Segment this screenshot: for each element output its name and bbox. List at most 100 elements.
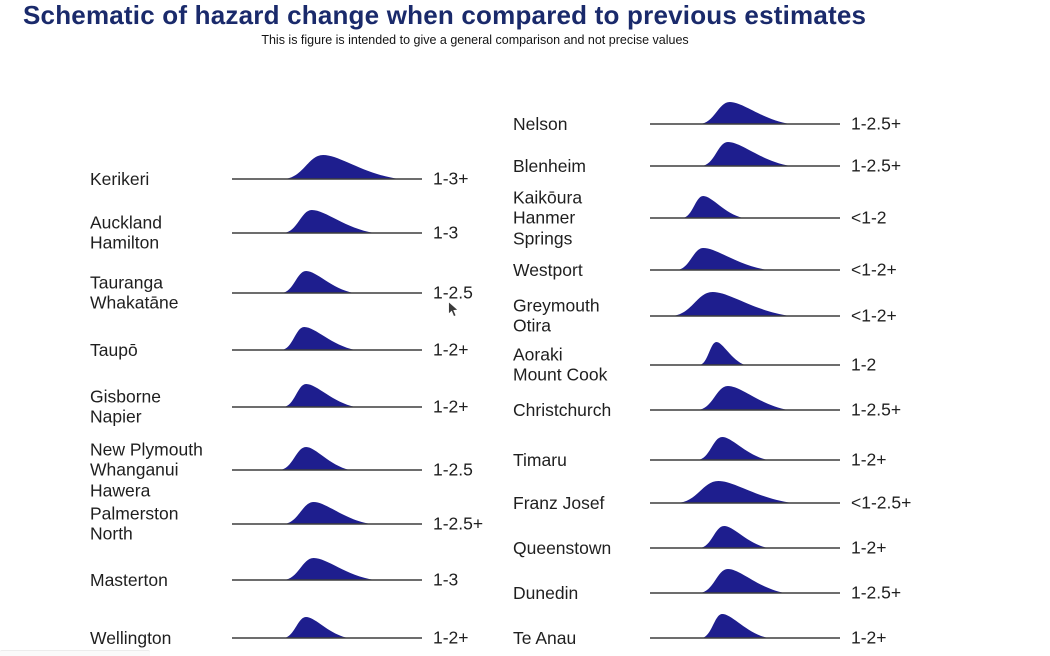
location-label-line: Kaikōura (513, 187, 583, 208)
location-label-line: Franz Josef (513, 492, 605, 513)
range-label: 1-2+ (433, 396, 469, 417)
location-label-line: New Plymouth (90, 439, 203, 460)
location-label: Blenheim (513, 156, 586, 176)
curve-fill (699, 102, 791, 124)
range-label: 1-3+ (433, 168, 469, 189)
curve-fill (283, 502, 371, 524)
hazard-distribution-curve (232, 617, 422, 639)
range-label: 1-3 (433, 569, 459, 590)
range-label: 1-2.5+ (851, 113, 902, 134)
location-label: Westport (513, 260, 583, 280)
range-label: 1-2+ (851, 449, 887, 470)
location-label-line: Palmerston (90, 503, 179, 524)
location-label: New Plymouth Whanganui Hawera (90, 439, 203, 500)
location-label-line: Christchurch (513, 399, 612, 420)
hazard-distribution-curve (650, 614, 840, 639)
range-label: <1-2+ (851, 305, 897, 326)
hazard-distribution-curve (232, 327, 422, 351)
location-label-line: Greymouth (513, 295, 600, 316)
range-label: 1-2+ (433, 339, 469, 360)
hazard-distribution-curve (650, 386, 840, 411)
curve-fill (697, 386, 789, 410)
location-label-line: Wellington (90, 627, 172, 648)
hazard-distribution-curve (232, 210, 422, 234)
hazard-distribution-curve (650, 102, 840, 125)
location-label: Timaru (513, 450, 567, 470)
location-label-line: Taupō (90, 339, 138, 360)
mouse-cursor-icon (448, 301, 460, 318)
hazard-distribution-curve (232, 558, 422, 581)
location-label-line: Blenheim (513, 155, 586, 176)
range-label: 1-3 (433, 222, 459, 243)
location-label-line: Timaru (513, 449, 567, 470)
location-label: Kaikōura Hanmer Springs (513, 187, 582, 248)
range-label: 1-2.5+ (851, 155, 902, 176)
hazard-distribution-curve (650, 196, 840, 219)
hazard-distribution-curve (232, 502, 422, 525)
hazard-distribution-curve (650, 292, 840, 317)
location-label-line: Westport (513, 259, 583, 280)
curve-fill (283, 384, 356, 407)
location-label-line: North (90, 524, 133, 544)
curve-fill (279, 447, 350, 470)
hazard-distribution-curve (650, 437, 840, 461)
location-label: Queenstown (513, 538, 611, 558)
hazard-distribution-curve (650, 248, 840, 271)
range-label: 1-2.5 (433, 282, 473, 303)
curve-fill (283, 155, 400, 179)
range-label: 1-2+ (433, 627, 469, 648)
curve-fill (699, 342, 745, 365)
location-label-line: Te Anau (513, 627, 577, 648)
range-label: 1-2 (851, 354, 877, 375)
location-label-line: Otira (513, 316, 551, 336)
location-label-line: Masterton (90, 569, 168, 590)
hazard-distribution-curve (650, 142, 840, 167)
location-label: Masterton (90, 570, 168, 590)
location-label-line: Hanmer (513, 207, 576, 228)
location-label-line: Kerikeri (90, 168, 150, 189)
location-label: Kerikeri (90, 169, 149, 189)
location-label: Aoraki Mount Cook (513, 345, 607, 386)
range-label: 1-2+ (851, 627, 887, 648)
location-label-line: Dunedin (513, 582, 579, 603)
curve-fill (699, 569, 785, 593)
curve-fill (670, 292, 791, 316)
location-label-line: Whanganui (90, 459, 179, 480)
location-label: Nelson (513, 114, 567, 134)
location-label-line: Hawera (90, 480, 151, 501)
location-label-line: Mount Cook (513, 365, 608, 385)
figure-subtitle: This is figure is intended to give a gen… (261, 33, 689, 47)
curve-fill (699, 526, 768, 548)
location-label-line: Auckland (90, 212, 162, 233)
curve-fill (283, 558, 375, 580)
location-label-line: Nelson (513, 113, 568, 134)
location-label: Te Anau (513, 628, 576, 648)
hazard-distribution-curve (650, 526, 840, 549)
location-label: Auckland Hamilton (90, 213, 162, 254)
curve-fill (283, 617, 348, 638)
location-label-line: Aoraki (513, 344, 563, 365)
partial-element-bottom-left (0, 650, 150, 656)
location-label: Wellington (90, 628, 171, 648)
location-label: Tauranga Whakatāne (90, 273, 179, 314)
range-label: 1-2.5+ (851, 582, 902, 603)
location-label-line: Napier (90, 407, 142, 427)
hazard-distribution-curve (650, 481, 840, 504)
curve-fill (676, 481, 793, 503)
location-label: Franz Josef (513, 493, 604, 513)
curve-fill (701, 142, 791, 166)
location-label: Christchurch (513, 400, 611, 420)
location-label-line: Tauranga (90, 272, 163, 293)
hazard-distribution-curve (650, 342, 840, 366)
location-label: Greymouth Otira (513, 296, 600, 337)
range-label: 1-2+ (851, 537, 887, 558)
location-label-line: Hamilton (90, 233, 160, 253)
range-label: <1-2+ (851, 259, 897, 280)
hazard-distribution-curve (232, 384, 422, 408)
curve-fill (283, 210, 375, 233)
hazard-distribution-curve (232, 447, 422, 471)
hazard-distribution-curve (650, 569, 840, 594)
location-label: Taupō (90, 340, 138, 360)
location-label-line: Springs (513, 228, 573, 249)
